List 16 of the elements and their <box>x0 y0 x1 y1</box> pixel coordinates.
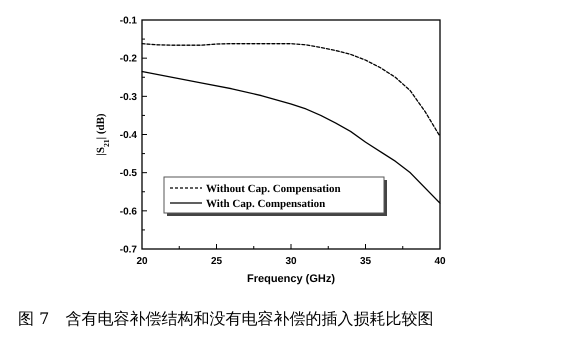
x-tick-label: 40 <box>434 256 446 267</box>
legend-label: Without Cap. Compensation <box>206 183 341 195</box>
legend-label: With Cap. Compensation <box>206 198 326 210</box>
y-tick-label: -0.6 <box>120 206 138 218</box>
x-tick-label: 20 <box>136 256 148 267</box>
y-tick-label: -0.5 <box>120 168 138 180</box>
x-tick-label: 30 <box>285 256 297 267</box>
x-tick-label: 35 <box>360 256 372 267</box>
caption: 图 7 含有电容补偿结构和没有电容补偿的插入损耗比较图 <box>18 309 434 328</box>
y-tick-label: -0.2 <box>120 54 138 65</box>
y-tick-label: -0.4 <box>120 130 138 141</box>
y-tick-label: -0.7 <box>120 244 138 256</box>
y-tick-label: -0.1 <box>120 16 138 26</box>
x-axis-title: Frequency (GHz) <box>246 273 336 285</box>
y-tick-label: -0.3 <box>120 92 138 103</box>
x-tick-label: 25 <box>210 256 222 267</box>
